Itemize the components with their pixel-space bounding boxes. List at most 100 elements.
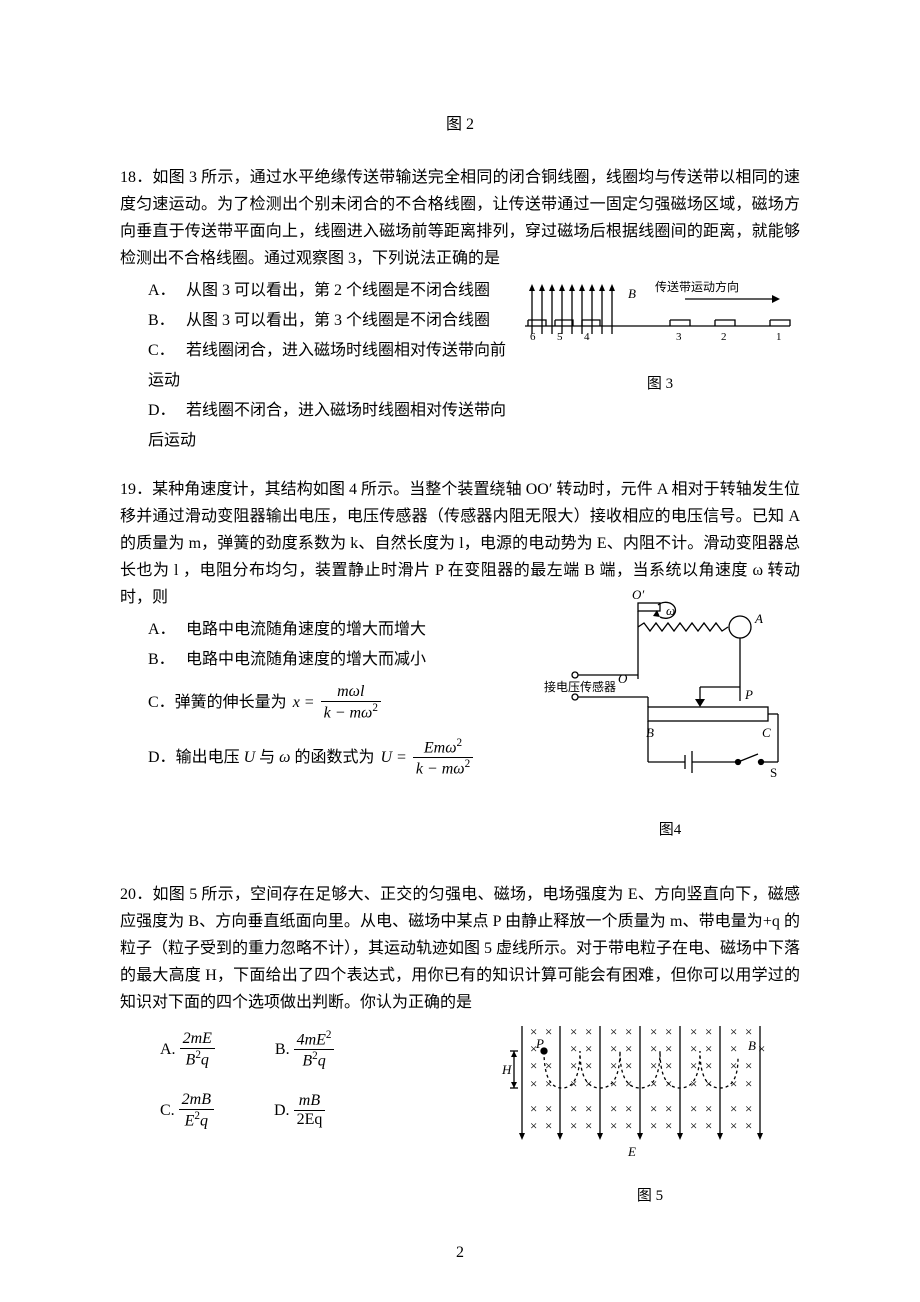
svg-text:×: × <box>610 1024 617 1039</box>
figure2-caption: 图 2 <box>120 110 800 134</box>
svg-text:1: 1 <box>776 331 782 343</box>
svg-text:×: × <box>730 1118 737 1133</box>
svg-text:ω: ω <box>666 603 675 618</box>
fig3-dir-label: 传送带运动方向 <box>655 279 739 294</box>
q20-answers-row-1: A. 2mE B2q B. 4mE2 B2q <box>120 1022 490 1077</box>
svg-text:×: × <box>690 1024 697 1039</box>
svg-text:×: × <box>690 1041 697 1056</box>
svg-text:×: × <box>585 1076 592 1091</box>
svg-text:×: × <box>690 1118 697 1133</box>
svg-text:×: × <box>570 1058 577 1073</box>
svg-text:×: × <box>665 1041 672 1056</box>
svg-text:S: S <box>770 765 777 780</box>
svg-text:×: × <box>610 1101 617 1116</box>
figure5-caption: 图 5 <box>500 1184 800 1205</box>
q20-text: 20．如图 5 所示，空间存在足够大、正交的匀强电、磁场，电场强度为 E、方向竖… <box>120 881 800 1016</box>
svg-text:×: × <box>650 1058 657 1073</box>
figure4-caption: 图4 <box>540 818 800 839</box>
svg-text:×: × <box>730 1024 737 1039</box>
svg-text:5: 5 <box>557 331 563 343</box>
svg-text:×: × <box>545 1076 552 1091</box>
q20-answers-row-2: C. 2mB E2q D. mB 2Eq <box>120 1083 490 1138</box>
svg-text:B: B <box>748 1038 756 1053</box>
svg-text:×: × <box>530 1118 537 1133</box>
svg-text:×: × <box>625 1058 632 1073</box>
svg-text:×: × <box>690 1101 697 1116</box>
svg-text:×: × <box>570 1041 577 1056</box>
svg-text:×: × <box>705 1076 712 1091</box>
page-number: 2 <box>0 1244 920 1262</box>
svg-text:×: × <box>625 1024 632 1039</box>
q20-option-C: C. 2mB E2q <box>160 1083 214 1138</box>
svg-text:×: × <box>665 1101 672 1116</box>
svg-text:×: × <box>745 1024 752 1039</box>
question-19: 19．某种角速度计，其结构如图 4 所示。当整个装置绕轴 OO′ 转动时，元件 … <box>120 476 800 847</box>
svg-text:×: × <box>530 1058 537 1073</box>
figure3: B 传送带运动方向 6 5 4 3 2 1 图 3 <box>520 276 800 393</box>
svg-text:×: × <box>625 1118 632 1133</box>
svg-text:×: × <box>665 1058 672 1073</box>
svg-text:×: × <box>650 1024 657 1039</box>
svg-text:×: × <box>610 1118 617 1133</box>
svg-text:×: × <box>530 1076 537 1091</box>
svg-text:×: × <box>570 1076 577 1091</box>
svg-text:H: H <box>501 1062 512 1077</box>
svg-text:×: × <box>570 1118 577 1133</box>
svg-text:×: × <box>625 1076 632 1091</box>
svg-text:B: B <box>646 725 654 740</box>
svg-text:×: × <box>650 1076 657 1091</box>
svg-text:2: 2 <box>721 331 727 343</box>
q19-label: 19． <box>120 481 152 498</box>
svg-text:6: 6 <box>530 331 536 343</box>
svg-text:×: × <box>570 1024 577 1039</box>
q19-option-C: C．弹簧的伸长量为 x = mωl k − mω2 <box>148 675 530 730</box>
q19-D-fraction: Emω2 k − mω2 <box>413 737 473 778</box>
q20-label: 20． <box>120 886 152 903</box>
svg-text:×: × <box>530 1101 537 1116</box>
svg-text:P: P <box>744 687 753 702</box>
svg-text:×: × <box>730 1058 737 1073</box>
q18-option-D: D．若线圈不闭合，进入磁场时线圈相对传送带向后运动 <box>148 396 800 456</box>
svg-text:O′: O′ <box>632 587 644 602</box>
svg-text:×: × <box>610 1058 617 1073</box>
fig3-B-label: B <box>628 286 636 301</box>
svg-text:E: E <box>627 1144 636 1159</box>
q19-C-fraction: mωl k − mω2 <box>321 683 381 722</box>
q20-option-D: D. mB 2Eq <box>274 1083 325 1138</box>
svg-text:×: × <box>705 1118 712 1133</box>
svg-text:×: × <box>745 1058 752 1073</box>
svg-text:3: 3 <box>676 331 682 343</box>
question-20: 20．如图 5 所示，空间存在足够大、正交的匀强电、磁场，电场强度为 E、方向竖… <box>120 881 800 1213</box>
svg-text:P: P <box>535 1036 544 1051</box>
figure3-svg: B 传送带运动方向 6 5 4 3 2 1 <box>520 276 800 361</box>
q20-option-B: B. 4mE2 B2q <box>275 1022 335 1077</box>
figure5: × × × × × × × × × × × × × × × × × × × × × × × × × <box>500 1018 800 1205</box>
svg-text:×: × <box>730 1101 737 1116</box>
q20-body: 如图 5 所示，空间存在足够大、正交的匀强电、磁场，电场强度为 E、方向竖直向下… <box>120 886 800 1011</box>
svg-text:×: × <box>705 1101 712 1116</box>
svg-text:×: × <box>625 1041 632 1056</box>
svg-text:×: × <box>570 1101 577 1116</box>
svg-text:×: × <box>585 1058 592 1073</box>
svg-text:接电压传感器: 接电压传感器 <box>544 679 616 694</box>
q18-body: 如图 3 所示，通过水平绝缘传送带输送完全相同的闭合铜线圈，线圈均与传送带以相同… <box>120 169 800 267</box>
svg-text:4: 4 <box>584 331 590 343</box>
svg-text:×: × <box>665 1024 672 1039</box>
svg-text:×: × <box>610 1041 617 1056</box>
svg-text:×: × <box>650 1041 657 1056</box>
svg-text:×: × <box>650 1118 657 1133</box>
svg-text:×: × <box>585 1118 592 1133</box>
svg-text:×: × <box>690 1058 697 1073</box>
svg-text:×: × <box>730 1041 737 1056</box>
svg-text:×: × <box>705 1024 712 1039</box>
svg-text:×: × <box>758 1041 765 1056</box>
svg-text:×: × <box>665 1118 672 1133</box>
svg-text:×: × <box>585 1024 592 1039</box>
svg-text:×: × <box>545 1024 552 1039</box>
svg-text:×: × <box>745 1101 752 1116</box>
document-page: 图 2 18．如图 3 所示，通过水平绝缘传送带输送完全相同的闭合铜线圈，线圈均… <box>0 0 920 1302</box>
figure3-caption: 图 3 <box>520 372 800 393</box>
q20-option-A: A. 2mE B2q <box>160 1022 215 1077</box>
svg-text:×: × <box>705 1041 712 1056</box>
q19-option-D: D．输出电压 U 与 ω 的函数式为 U = Emω2 k − mω2 <box>148 730 530 785</box>
